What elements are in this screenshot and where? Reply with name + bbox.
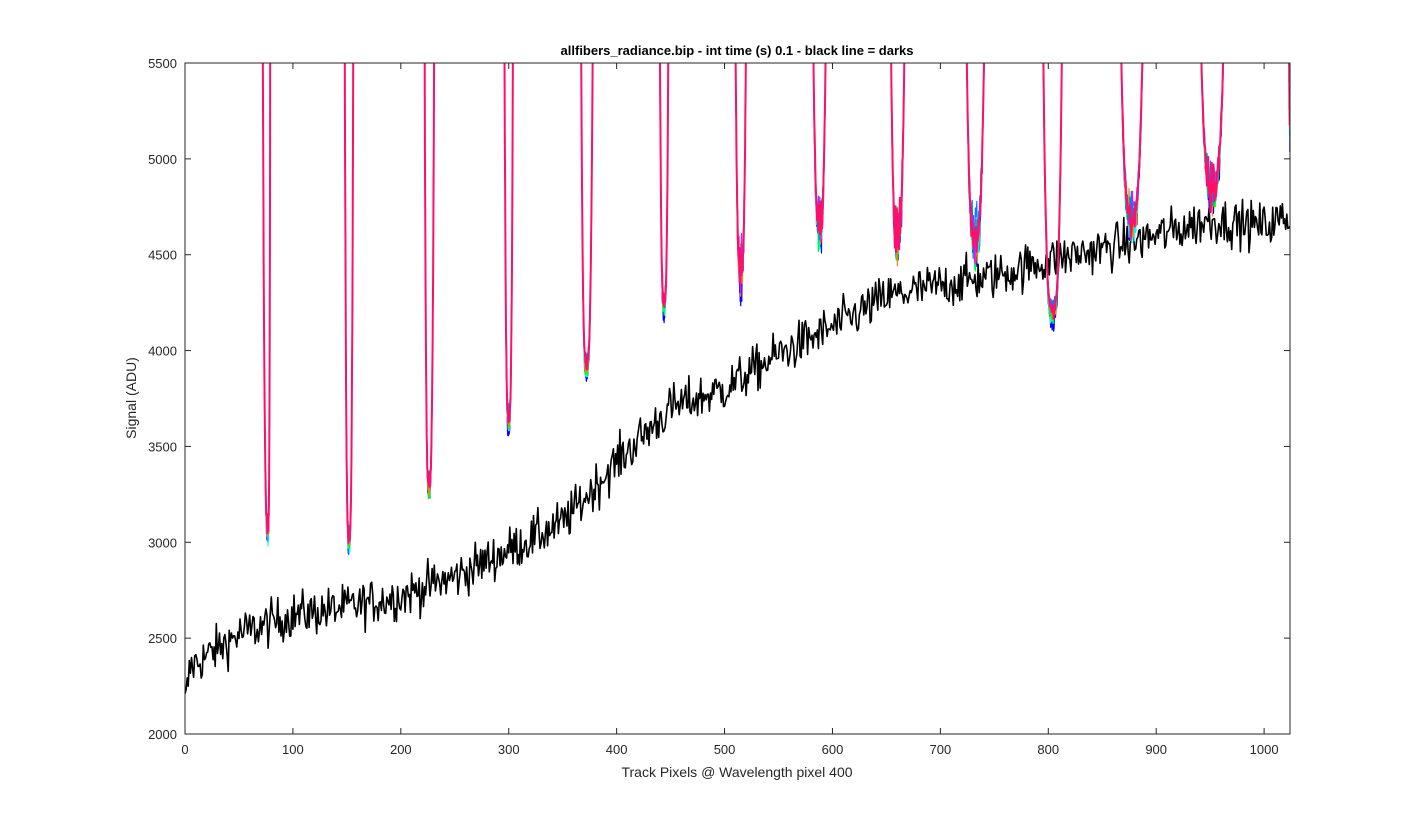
- chart-title: allfibers_radiance.bip - int time (s) 0.…: [561, 43, 914, 58]
- y-tick-label: 4000: [148, 344, 177, 359]
- x-axis-ticks: 0 100 200 300 400 500 600 700 800 900 1000: [181, 63, 1279, 757]
- x-axis-label: Track Pixels @ Wavelength pixel 400: [621, 764, 852, 780]
- y-tick-label: 5500: [148, 56, 177, 71]
- y-tick-label: 5000: [148, 152, 177, 167]
- x-tick-label: 0: [181, 742, 188, 757]
- y-tick-label: 4500: [148, 248, 177, 263]
- x-tick-label: 1000: [1250, 742, 1279, 757]
- x-tick-label: 600: [822, 742, 844, 757]
- plot-frame: [184, 62, 1291, 735]
- fiber-dip-line: [343, 63, 355, 543]
- x-tick-label: 400: [606, 742, 628, 757]
- fiber-dip-line: [580, 63, 594, 371]
- fiber-dip-line: [1120, 63, 1144, 241]
- x-tick-label: 900: [1145, 742, 1167, 757]
- fiber-dip-line: [503, 63, 514, 424]
- x-tick-label: 800: [1037, 742, 1059, 757]
- fiber-dip-line: [423, 63, 436, 487]
- fiber-dip-line: [261, 63, 272, 534]
- x-tick-label: 100: [282, 742, 304, 757]
- fiber-dip-line: [734, 63, 747, 284]
- x-tick-label: 500: [714, 742, 736, 757]
- fibers-layer: [261, 63, 1290, 556]
- y-axis-ticks: 2000 2500 3000 3500 4000 4500 5000 5500: [148, 56, 1290, 742]
- y-tick-label: 3500: [148, 439, 177, 454]
- fiber-dip-line: [1042, 63, 1063, 320]
- fiber-dip-line: [659, 63, 670, 308]
- fiber-dip-line: [890, 63, 906, 253]
- fiber-dip-line: [812, 63, 827, 235]
- darks-layer: [185, 198, 1290, 694]
- fiber-dip-line: [1200, 63, 1225, 214]
- y-tick-label: 2000: [148, 727, 177, 742]
- y-tick-label: 3000: [148, 535, 177, 550]
- fiber-dip-line: [965, 63, 985, 253]
- x-tick-label: 200: [390, 742, 412, 757]
- y-tick-label: 2500: [148, 631, 177, 646]
- series-darks-line: [185, 198, 1290, 694]
- x-tick-label: 700: [930, 742, 952, 757]
- y-axis-label: Signal (ADU): [123, 357, 139, 439]
- x-tick-label: 300: [498, 742, 520, 757]
